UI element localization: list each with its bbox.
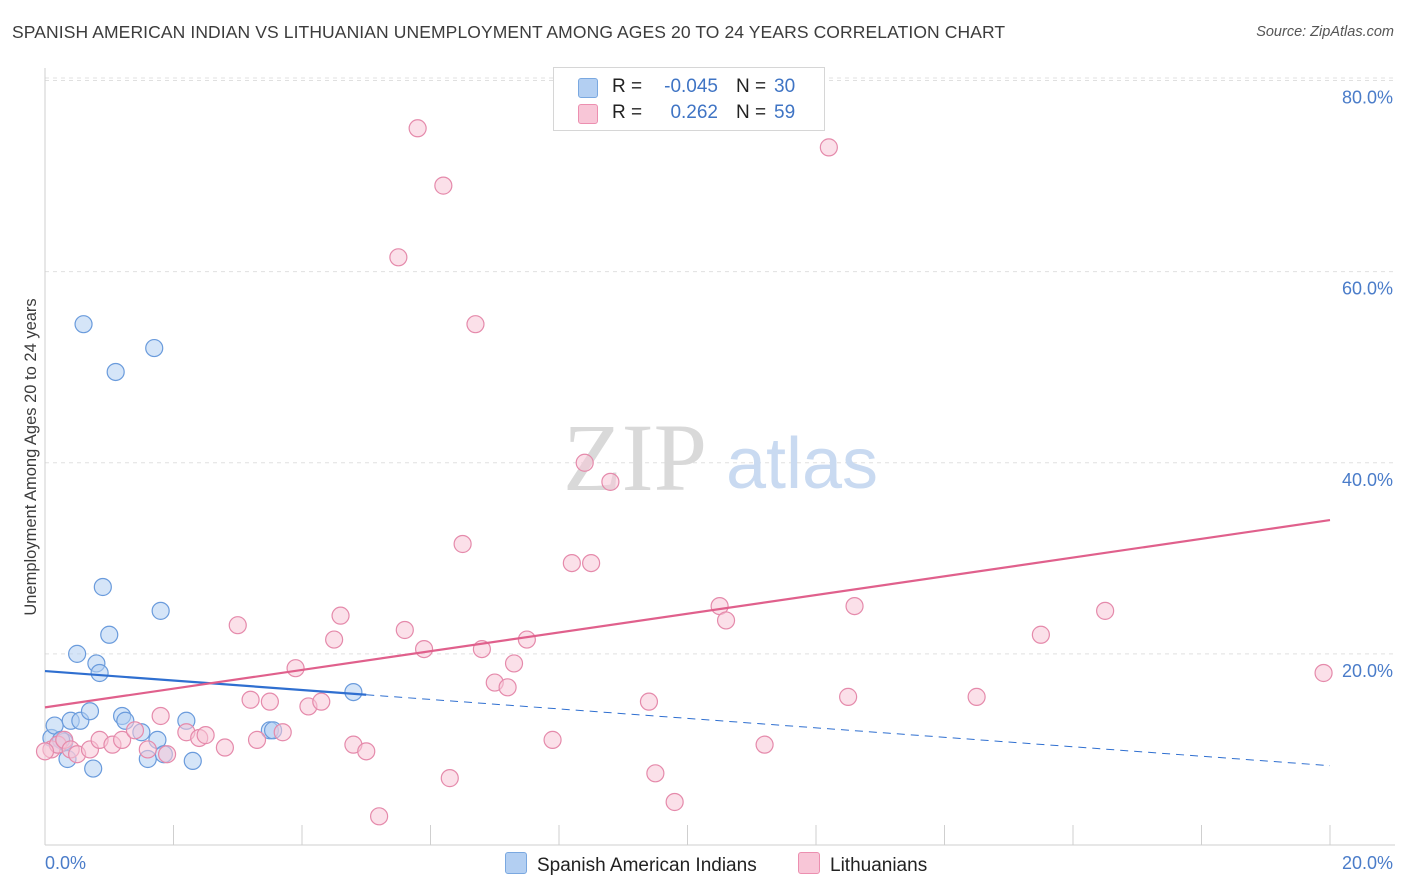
legend-n-label: N =: [736, 102, 767, 123]
data-point: [1314, 663, 1333, 683]
data-point: [145, 338, 164, 358]
watermark-atlas: atlas: [726, 424, 878, 504]
labels-layer: Unemployment Among Ages 20 to 24 years 2…: [22, 88, 1393, 874]
data-point: [434, 176, 453, 195]
legend-n-value: 30: [774, 76, 796, 97]
data-point: [90, 663, 109, 683]
data-point: [414, 639, 434, 659]
data-point: [183, 751, 202, 771]
data-point: [845, 596, 864, 616]
data-point: [1031, 625, 1050, 644]
axes-layer: [44, 68, 1395, 846]
data-point: [453, 534, 472, 554]
data-point: [125, 721, 145, 740]
grid-layer: [45, 77, 1395, 655]
trend-line-spanish-american-indians-extension: [366, 694, 1331, 767]
data-point: [562, 553, 581, 573]
data-point: [35, 742, 55, 761]
chart-source: Source: ZipAtlas.com: [1256, 24, 1394, 40]
data-point: [260, 692, 279, 711]
bottom-legend-label: Lithuanians: [830, 855, 928, 876]
data-point: [93, 577, 112, 597]
data-point: [639, 692, 659, 711]
y-tick-label: 80.0%: [1342, 88, 1393, 108]
data-point: [389, 248, 408, 267]
data-point: [273, 723, 292, 742]
trend-line-lithuanians: [44, 518, 1331, 709]
data-point: [157, 745, 177, 764]
bottom-legend-spanish-american-indians: Spanish American Indians: [505, 852, 757, 877]
data-point: [819, 138, 838, 157]
data-point: [839, 687, 858, 706]
y-tick-label: 60.0%: [1342, 279, 1393, 299]
points-layer: [35, 119, 1333, 826]
watermark: ZIP atlas: [563, 404, 878, 511]
data-point: [601, 472, 620, 491]
legend-n-label: N =: [736, 76, 767, 97]
data-point: [247, 730, 267, 749]
bottom-legend-swatch-pink: [798, 852, 820, 874]
data-point: [228, 616, 247, 635]
data-point: [646, 764, 665, 783]
legend-swatch-pink: [578, 104, 598, 124]
data-point: [716, 611, 736, 630]
data-point: [665, 792, 684, 812]
data-point: [466, 315, 485, 334]
chart-title: SPANISH AMERICAN INDIAN VS LITHUANIAN UN…: [12, 22, 1006, 42]
data-point: [357, 742, 376, 761]
data-point: [325, 630, 344, 649]
data-point: [344, 682, 363, 702]
data-point: [286, 659, 305, 678]
bottom-legend-label: Spanish American Indians: [537, 855, 757, 876]
data-point: [74, 315, 93, 334]
data-point: [395, 620, 414, 640]
data-point: [151, 706, 170, 726]
data-point: [106, 362, 125, 382]
data-point: [112, 730, 132, 749]
legend-r-label: R =: [612, 102, 643, 123]
trend-layer: [44, 518, 1331, 767]
legend-r-value: 0.262: [670, 102, 718, 123]
x-tick-label: 0.0%: [45, 853, 86, 873]
data-point: [582, 553, 601, 573]
data-point: [440, 769, 459, 788]
data-point: [575, 453, 594, 472]
data-point: [543, 730, 562, 749]
series-lithuanians: [35, 119, 1333, 826]
data-point: [331, 606, 350, 625]
legend: R = -0.045 N = 30 R = 0.262 N = 59: [553, 67, 825, 131]
y-tick-label: 20.0%: [1342, 661, 1393, 681]
x-tick-label: 20.0%: [1342, 853, 1393, 873]
data-point: [241, 690, 260, 709]
data-point: [312, 692, 331, 711]
data-point: [504, 654, 524, 673]
legend-swatch-blue: [578, 78, 598, 98]
data-point: [215, 738, 234, 757]
data-point: [408, 119, 427, 138]
data-point: [196, 726, 215, 745]
data-point: [68, 644, 87, 663]
series-spanish-american-indians: [42, 315, 363, 778]
y-tick-label: 40.0%: [1342, 470, 1393, 490]
legend-n-value: 59: [774, 102, 796, 123]
data-point: [80, 702, 100, 721]
bottom-legend-swatch-blue: [505, 852, 527, 874]
legend-r-value: -0.045: [664, 76, 718, 97]
data-point: [755, 735, 774, 754]
data-point: [498, 678, 517, 697]
bottom-legend-lithuanians: Lithuanians: [798, 852, 927, 877]
data-point: [370, 807, 389, 826]
y-axis-label: Unemployment Among Ages 20 to 24 years: [22, 298, 40, 615]
data-point: [84, 759, 103, 778]
data-point: [100, 625, 119, 644]
data-point: [151, 601, 170, 620]
data-point: [967, 687, 986, 706]
legend-r-label: R =: [612, 76, 643, 97]
data-point: [138, 740, 157, 759]
data-point: [517, 630, 536, 649]
data-point: [1096, 601, 1115, 620]
